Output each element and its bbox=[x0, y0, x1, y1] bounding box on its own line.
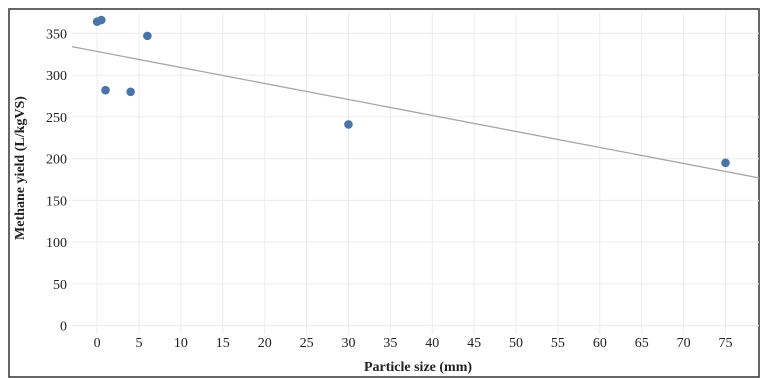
data-point-2 bbox=[101, 85, 110, 95]
x-tick-label-50: 50 bbox=[509, 336, 523, 351]
data-point-6 bbox=[721, 158, 730, 168]
data-point-1 bbox=[97, 15, 106, 25]
x-tick-label-70: 70 bbox=[677, 336, 691, 351]
y-tick-labels: 0 50 100 150 200 250 300 350 bbox=[46, 27, 67, 334]
x-tick-label-15: 15 bbox=[216, 336, 230, 351]
x-tick-label-5: 5 bbox=[136, 336, 143, 351]
y-tick-label-50: 50 bbox=[53, 278, 67, 293]
y-axis-title: Methane yield (L/kgVS) bbox=[13, 96, 28, 240]
linear-trendline bbox=[71, 46, 760, 179]
y-tick-label-300: 300 bbox=[46, 69, 67, 84]
x-tick-label-25: 25 bbox=[300, 336, 314, 351]
y-tick-label-150: 150 bbox=[46, 194, 67, 209]
x-tick-label-45: 45 bbox=[467, 336, 481, 351]
x-tick-label-30: 30 bbox=[341, 336, 355, 351]
y-tick-label-200: 200 bbox=[46, 153, 67, 168]
x-tick-label-0: 0 bbox=[94, 336, 101, 351]
x-tick-label-60: 60 bbox=[593, 336, 607, 351]
data-points bbox=[92, 15, 730, 168]
x-tick-label-20: 20 bbox=[258, 336, 272, 351]
chart-frame bbox=[8, 8, 760, 378]
y-tick-label-250: 250 bbox=[46, 111, 67, 126]
x-tick-label-65: 65 bbox=[635, 336, 649, 351]
y-tick-label-100: 100 bbox=[46, 236, 67, 251]
data-point-5 bbox=[344, 120, 353, 129]
x-tick-labels: 0 5 10 15 20 25 30 35 40 45 50 55 60 65 70 75 bbox=[94, 336, 733, 351]
x-tick-label-40: 40 bbox=[425, 336, 439, 351]
grid-lines bbox=[72, 12, 759, 334]
y-tick-label-0: 0 bbox=[60, 320, 67, 335]
y-tick-label-350: 350 bbox=[46, 27, 67, 42]
x-tick-label-35: 35 bbox=[383, 336, 397, 351]
x-tick-label-10: 10 bbox=[174, 336, 188, 351]
x-axis-title: Particle size (mm) bbox=[364, 360, 472, 375]
data-point-3 bbox=[126, 87, 135, 97]
x-tick-label-55: 55 bbox=[551, 336, 565, 351]
x-tick-label-75: 75 bbox=[718, 336, 732, 351]
data-point-4 bbox=[143, 31, 152, 41]
